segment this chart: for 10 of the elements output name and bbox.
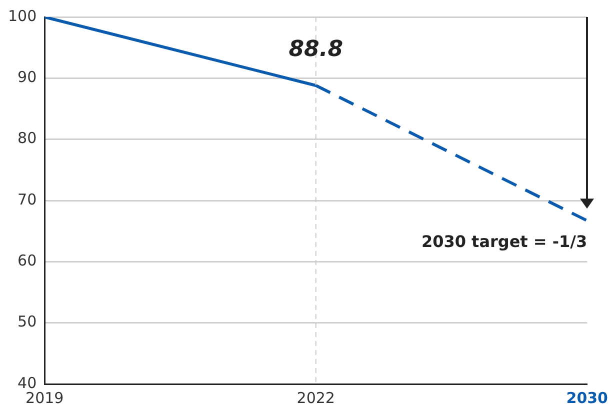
x-tick-label: 2030 (566, 388, 608, 407)
y-tick-label: 50 (18, 312, 37, 331)
annotation: 88.8 (288, 37, 344, 62)
x-tick-label: 2022 (296, 388, 335, 407)
y-tick-label: 80 (18, 129, 37, 148)
y-tick-label: 60 (18, 252, 37, 270)
y-tick-label: 90 (18, 68, 37, 86)
y-tick-label: 70 (18, 190, 37, 208)
y-tick-label: 100 (8, 6, 37, 25)
annotation: 2030 target = -1/3 (421, 232, 588, 251)
